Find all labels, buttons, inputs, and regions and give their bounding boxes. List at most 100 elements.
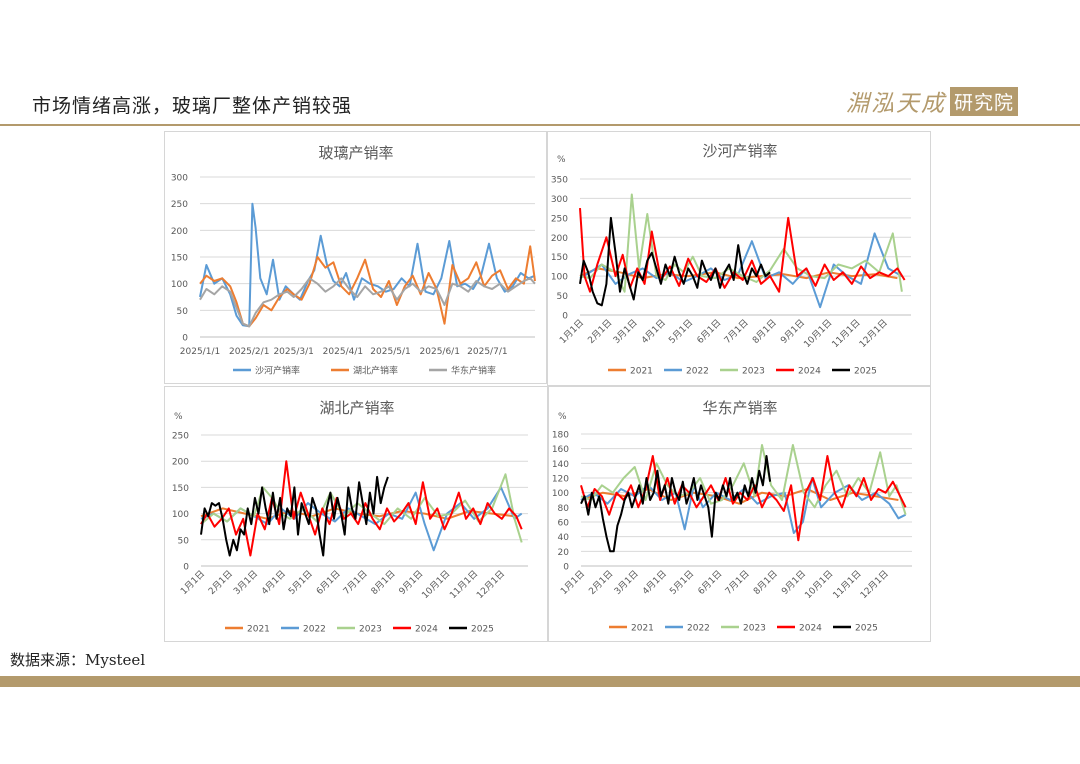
x-tick-label: 10月1日 [803, 568, 836, 601]
y-tick-label: 60 [558, 519, 570, 529]
y-tick-label: 100 [551, 273, 568, 283]
y-tick-label: 300 [551, 195, 568, 205]
x-tick-label: 1月1日 [558, 317, 587, 346]
y-tick-label: 180 [552, 431, 569, 441]
x-tick-label: 12月1日 [858, 568, 891, 601]
brand-institute: 研究院 [950, 86, 1019, 116]
legend-label: 2022 [686, 367, 709, 377]
y-tick-label: 150 [171, 254, 188, 264]
chart-title: 玻璃产销率 [318, 144, 393, 162]
series-line-2024 [200, 460, 523, 557]
title-divider [0, 124, 1080, 126]
y-tick-label: 100 [552, 489, 569, 499]
brand-logo: 淵泓天成 研究院 [846, 86, 1019, 117]
y-tick-label: 20 [558, 548, 570, 558]
legend-label: 2024 [799, 624, 822, 634]
y-tick-label: 140 [552, 460, 569, 470]
y-tick-label: 150 [551, 253, 568, 263]
series-line-2025 [579, 216, 771, 307]
y-tick-label: 0 [562, 312, 568, 322]
x-tick-label: 7月1日 [722, 317, 751, 346]
chart-panel-hubei: 湖北产销率% 0 50 100 150 200 250 1月1日 2月1日 3月1日 4月1日 5月1… [164, 386, 548, 642]
x-tick-label: 2025/4/1 [323, 347, 363, 357]
y-tick-label: 300 [171, 174, 188, 184]
x-tick-label: 2025/7/1 [467, 347, 507, 357]
x-tick-label: 12月1日 [857, 317, 890, 350]
legend-label: 2021 [247, 625, 270, 635]
x-tick-label: 6月1日 [696, 568, 725, 597]
x-tick-label: 11月1日 [448, 568, 481, 601]
legend-label: 沙河产销率 [255, 365, 300, 377]
x-tick-label: 7月1日 [723, 568, 752, 597]
legend-label: 2023 [359, 625, 382, 635]
chart-title: 湖北产销率 [319, 399, 394, 417]
y-tick-label: 40 [558, 533, 570, 543]
y-tick-label: 160 [552, 445, 569, 455]
legend-label: 2025 [855, 624, 878, 634]
y-tick-label: 200 [171, 227, 188, 237]
series-line-2023 [580, 444, 907, 515]
legend-label: 2021 [630, 367, 653, 377]
chart-panel-huadong: 华东产销率% 0 20 40 60 80 100 120 140 160 180 1月1日 2月1日 3月… [548, 386, 931, 642]
x-tick-label: 2025/1/1 [180, 347, 220, 357]
y-tick-label: 50 [178, 536, 190, 546]
legend-label: 2023 [743, 624, 766, 634]
x-tick-label: 4月1日 [259, 568, 288, 597]
x-tick-label: 8月1日 [750, 317, 779, 346]
series-line-2023 [579, 193, 903, 293]
series-line-2025 [200, 475, 389, 557]
y-tick-label: 200 [551, 234, 568, 244]
chart-huadong-sales-ratio: 华东产销率% 0 20 40 60 80 100 120 140 160 180 1月1日 2月1日3月… [552, 399, 912, 634]
y-tick-label: 50 [177, 307, 189, 317]
legend-label: 2022 [303, 625, 326, 635]
y-tick-label: 150 [172, 484, 189, 494]
x-tick-label: 2025/2/1 [229, 347, 269, 357]
y-tick-label: 50 [557, 292, 569, 302]
chart-panel-shahe: 沙河产销率% 0 50 100 150 200 250 300 350 1月1日 2月1日 3月1日 4… [547, 131, 931, 386]
x-tick-label: 4月1日 [639, 317, 668, 346]
x-tick-label: 2月1日 [587, 568, 616, 597]
series-line-- [199, 277, 536, 328]
y-axis-unit: % [557, 155, 566, 165]
legend-label: 2021 [631, 624, 654, 634]
x-tick-label: 11月1日 [831, 568, 864, 601]
x-tick-label: 2025/3/1 [273, 347, 313, 357]
legend-label: 2024 [798, 367, 821, 377]
x-tick-label: 3月1日 [232, 568, 261, 597]
x-tick-label: 10月1日 [420, 568, 453, 601]
x-tick-label: 5月1日 [667, 317, 696, 346]
y-tick-label: 250 [171, 200, 188, 210]
x-tick-label: 3月1日 [611, 317, 640, 346]
x-tick-label: 2025/5/1 [370, 347, 410, 357]
chart-glass-sales-ratio: 玻璃产销率 0 50 100 150 200 250 300 2025/1/1 2025/2/1 2… [171, 144, 536, 377]
x-tick-label: 8月1日 [751, 568, 780, 597]
legend-label: 华东产销率 [451, 365, 496, 377]
y-tick-label: 0 [182, 334, 188, 344]
brand-name: 淵泓天成 [846, 91, 946, 117]
x-tick-label: 3月1日 [612, 568, 641, 597]
legend-label: 2023 [742, 367, 765, 377]
x-tick-label: 12月1日 [475, 568, 508, 601]
y-tick-label: 250 [172, 432, 189, 442]
chart-title: 沙河产销率 [702, 142, 777, 160]
x-tick-label: 5月1日 [286, 568, 315, 597]
series-line-- [199, 202, 536, 328]
data-source: 数据来源：Mysteel [10, 651, 146, 669]
y-axis-unit: % [558, 412, 567, 422]
x-tick-label: 2月1日 [586, 317, 615, 346]
y-tick-label: 250 [551, 214, 568, 224]
chart-panel-glass: 玻璃产销率 0 50 100 150 200 250 300 2025/1/1 2025/2/1 2… [164, 131, 547, 384]
y-tick-label: 350 [551, 176, 568, 186]
x-tick-label: 2025/6/1 [420, 347, 460, 357]
x-tick-label: 4月1日 [640, 568, 669, 597]
y-tick-label: 120 [552, 475, 569, 485]
legend-label: 湖北产销率 [353, 365, 398, 377]
x-tick-label: 2月1日 [206, 568, 235, 597]
x-tick-label: 10月1日 [802, 317, 835, 350]
x-tick-label: 7月1日 [341, 568, 370, 597]
y-tick-label: 100 [172, 510, 189, 520]
legend-label: 2024 [415, 625, 438, 635]
x-tick-label: 8月1日 [369, 568, 398, 597]
